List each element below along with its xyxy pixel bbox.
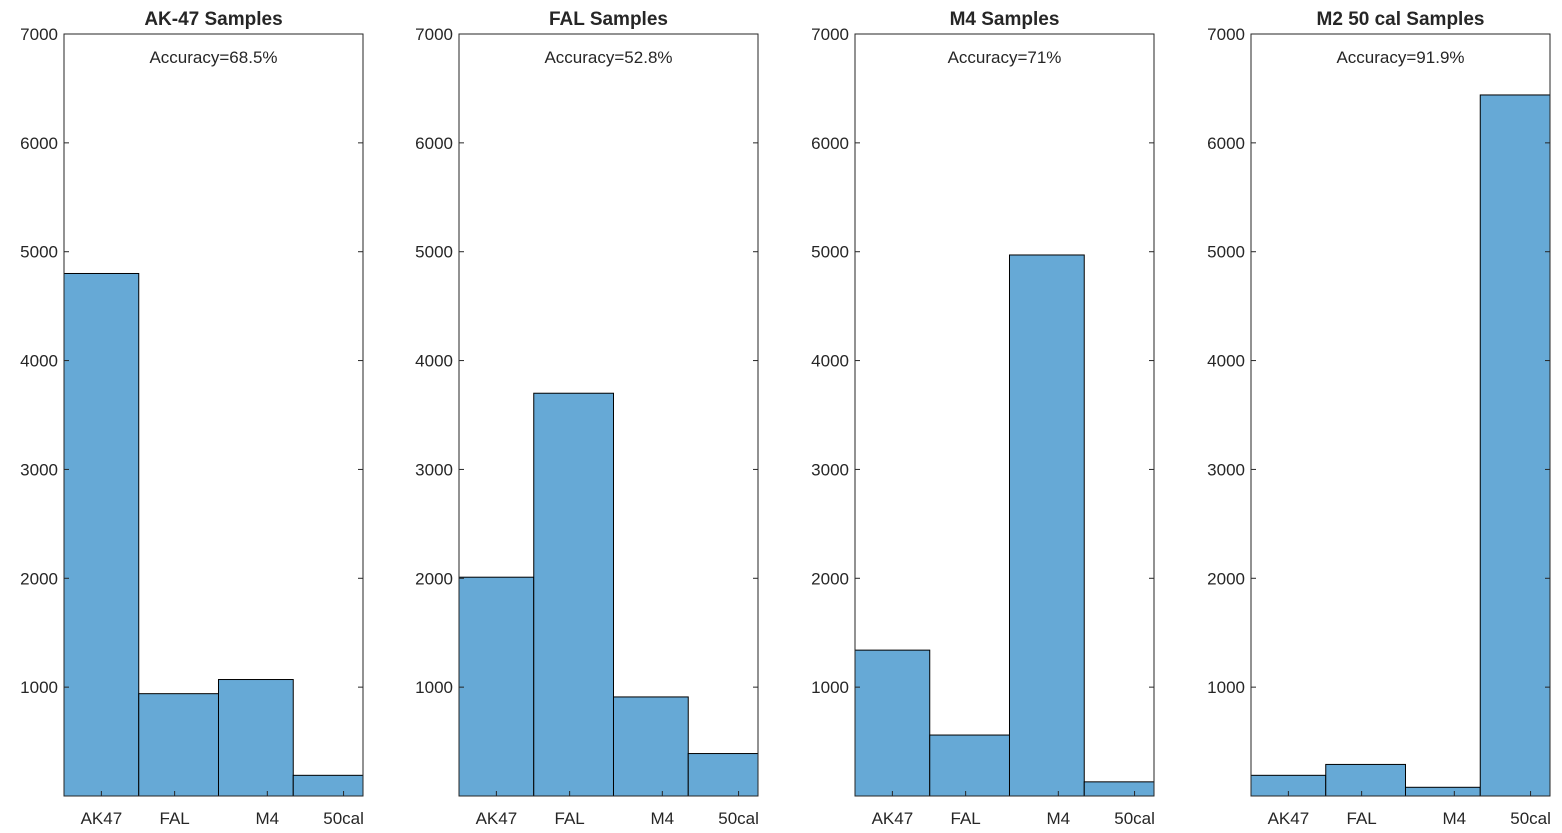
y-tick-label: 7000 — [811, 25, 849, 44]
bar-ak47 — [854, 649, 931, 797]
axes-box — [1250, 33, 1551, 797]
y-tick-label: 2000 — [811, 569, 849, 588]
x-tick-label-50cal: 50cal — [1510, 809, 1551, 828]
x-tick-label-50cal: 50cal — [718, 809, 759, 828]
accuracy-annotation: Accuracy=91.9% — [1336, 48, 1464, 67]
y-tick-label: 5000 — [1207, 243, 1245, 262]
y-tick-label: 7000 — [415, 25, 453, 44]
y-tick-label: 6000 — [811, 134, 849, 153]
y-tick-label: 3000 — [811, 460, 849, 479]
chart-title: M2 50 cal Samples — [1317, 9, 1485, 30]
bar-50cal — [1083, 781, 1155, 797]
y-tick-label: 2000 — [20, 569, 58, 588]
y-tick-label: 3000 — [20, 460, 58, 479]
bar-fal — [1325, 763, 1406, 797]
chart-panel-4: 1000 2000 3000 4000 5000 6000 7000 AK47 FAL M4 50c… — [1207, 9, 1551, 828]
x-tick-label-m4: M4 — [651, 809, 675, 828]
bar-50cal — [292, 774, 364, 797]
bar-fal — [929, 734, 1010, 797]
x-tick-label-fal: FAL — [1347, 809, 1377, 828]
x-tick-label-fal: FAL — [160, 809, 190, 828]
y-tick-label: 3000 — [1207, 460, 1245, 479]
y-tick-label: 1000 — [811, 678, 849, 697]
x-tick-label-m4: M4 — [1047, 809, 1071, 828]
bar-fal — [533, 392, 614, 797]
y-tick-label: 7000 — [1207, 25, 1245, 44]
x-tick-label-50cal: 50cal — [323, 809, 364, 828]
x-tick-label-fal: FAL — [951, 809, 981, 828]
chart-title: AK-47 Samples — [144, 9, 282, 30]
y-tick-label: 6000 — [1207, 134, 1245, 153]
chart-title: FAL Samples — [549, 9, 668, 30]
bar-m4 — [1404, 786, 1481, 797]
y-tick-label: 3000 — [415, 460, 453, 479]
x-tick-label-m4: M4 — [1443, 809, 1467, 828]
chart-panel-2: 1000 2000 3000 4000 5000 6000 7000 AK47 FAL M4 50c… — [415, 9, 759, 828]
y-tick-label: 7000 — [20, 25, 58, 44]
bar-m4 — [217, 679, 294, 797]
bar-m4 — [1008, 254, 1085, 797]
y-tick-label: 5000 — [20, 243, 58, 262]
y-tick-label: 1000 — [1207, 678, 1245, 697]
y-tick-label: 4000 — [415, 352, 453, 371]
bar-ak47 — [458, 576, 535, 797]
x-tick-label-m4: M4 — [256, 809, 280, 828]
y-tick-label: 4000 — [20, 352, 58, 371]
bar-50cal — [687, 753, 759, 797]
chart-panel-1: 1000 2000 3000 4000 5000 6000 7000 AK47 FAL M4 50c… — [20, 9, 364, 828]
x-tick-label-ak47: AK47 — [1268, 809, 1310, 828]
chart-title: M4 Samples — [950, 9, 1060, 30]
x-tick-label-50cal: 50cal — [1114, 809, 1155, 828]
y-tick-label: 5000 — [811, 243, 849, 262]
bar-fal — [138, 693, 219, 797]
accuracy-annotation: Accuracy=71% — [948, 48, 1062, 67]
axes-box — [63, 33, 364, 797]
y-tick-label: 4000 — [1207, 352, 1245, 371]
accuracy-annotation: Accuracy=52.8% — [544, 48, 672, 67]
accuracy-annotation: Accuracy=68.5% — [149, 48, 277, 67]
bar-ak47 — [63, 272, 140, 797]
y-tick-label: 1000 — [415, 678, 453, 697]
y-tick-label: 6000 — [415, 134, 453, 153]
y-tick-label: 2000 — [1207, 569, 1245, 588]
axes-box — [458, 33, 759, 797]
x-tick-label-ak47: AK47 — [476, 809, 518, 828]
y-tick-label: 2000 — [415, 569, 453, 588]
axes-box — [854, 33, 1155, 797]
x-tick-label-ak47: AK47 — [872, 809, 914, 828]
bar-50cal — [1479, 94, 1551, 797]
y-tick-label: 5000 — [415, 243, 453, 262]
y-tick-label: 4000 — [811, 352, 849, 371]
chart-panel-3: 1000 2000 3000 4000 5000 6000 7000 AK47 FAL M4 50c… — [811, 9, 1155, 828]
x-tick-label-ak47: AK47 — [81, 809, 123, 828]
y-tick-label: 1000 — [20, 678, 58, 697]
y-tick-label: 6000 — [20, 134, 58, 153]
bar-m4 — [612, 696, 689, 797]
x-tick-label-fal: FAL — [555, 809, 585, 828]
